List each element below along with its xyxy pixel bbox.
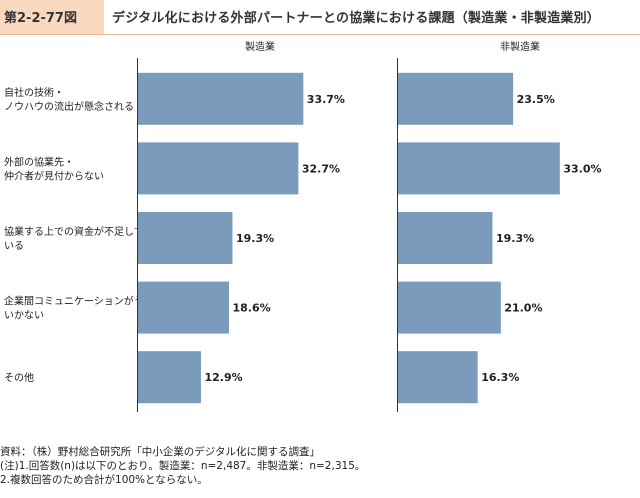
figure-number: 第2-2-77図 <box>4 11 77 26</box>
category-label-line: 外部の協業先・ <box>4 155 74 168</box>
bar <box>137 281 230 334</box>
bar <box>397 351 478 404</box>
respondents-note: (注)1.回答数(n)は以下のとおり。製造業：n=2,487。非製造業：n=2,… <box>0 460 366 472</box>
category-label: 企業間コミュニケーションがうまくいかない <box>4 295 164 322</box>
data-label: 18.6% <box>233 302 271 315</box>
bar <box>137 72 304 125</box>
figure-number-badge: 第2-2-77図 <box>0 0 104 34</box>
category-label-line: その他 <box>4 371 34 384</box>
bar <box>137 351 201 404</box>
bar <box>397 281 501 334</box>
bar <box>397 212 493 264</box>
data-label: 33.0% <box>563 162 601 175</box>
bar <box>137 212 233 264</box>
category-label-line: 協業する上での資金が不足して <box>4 225 144 238</box>
figure-title: デジタル化における外部パートナーとの協業における課題（製造業・非製造業別） <box>112 11 601 26</box>
notes: 資料：（株）野村総合研究所「中小企業のデジタル化に関する調査」 (注)1.回答数… <box>0 445 365 487</box>
source-note: 資料：（株）野村総合研究所「中小企業のデジタル化に関する調査」 <box>0 446 321 458</box>
data-label: 19.3% <box>496 232 534 245</box>
category-label: 自社の技術・ノウハウの流出が懸念される <box>4 86 134 113</box>
category-label-line: 自社の技術・ <box>4 86 64 99</box>
category-label: その他 <box>4 371 34 384</box>
category-label-line: ノウハウの流出が懸念される <box>4 100 134 113</box>
data-label: 19.3% <box>236 232 274 245</box>
panel-title-manufacturing: 製造業 <box>245 40 275 53</box>
category-label-line: 企業間コミュニケーションがうまく <box>4 295 164 308</box>
category-label-line: 仲介者が見付からない <box>4 169 104 182</box>
data-label: 21.0% <box>504 302 542 315</box>
category-label: 外部の協業先・仲介者が見付からない <box>4 155 104 182</box>
data-label: 32.7% <box>302 162 340 175</box>
title-divider <box>0 34 640 35</box>
bar <box>397 72 514 125</box>
data-label: 12.9% <box>204 371 242 384</box>
bar <box>397 142 560 195</box>
data-label: 16.3% <box>481 371 519 384</box>
data-label: 23.5% <box>517 93 555 106</box>
data-label: 33.7% <box>307 93 345 106</box>
category-label-line: いる <box>4 240 24 252</box>
panel-title-non-manufacturing: 非製造業 <box>500 40 540 53</box>
bar <box>137 142 299 195</box>
category-label: 協業する上での資金が不足している <box>4 225 144 252</box>
category-label-line: いかない <box>4 310 44 322</box>
multiple-answer-note: 2.複数回答のため合計が100%とならない。 <box>0 474 208 486</box>
bar-chart: 自社の技術・ノウハウの流出が懸念される外部の協業先・仲介者が見付からない協業する… <box>4 40 602 412</box>
